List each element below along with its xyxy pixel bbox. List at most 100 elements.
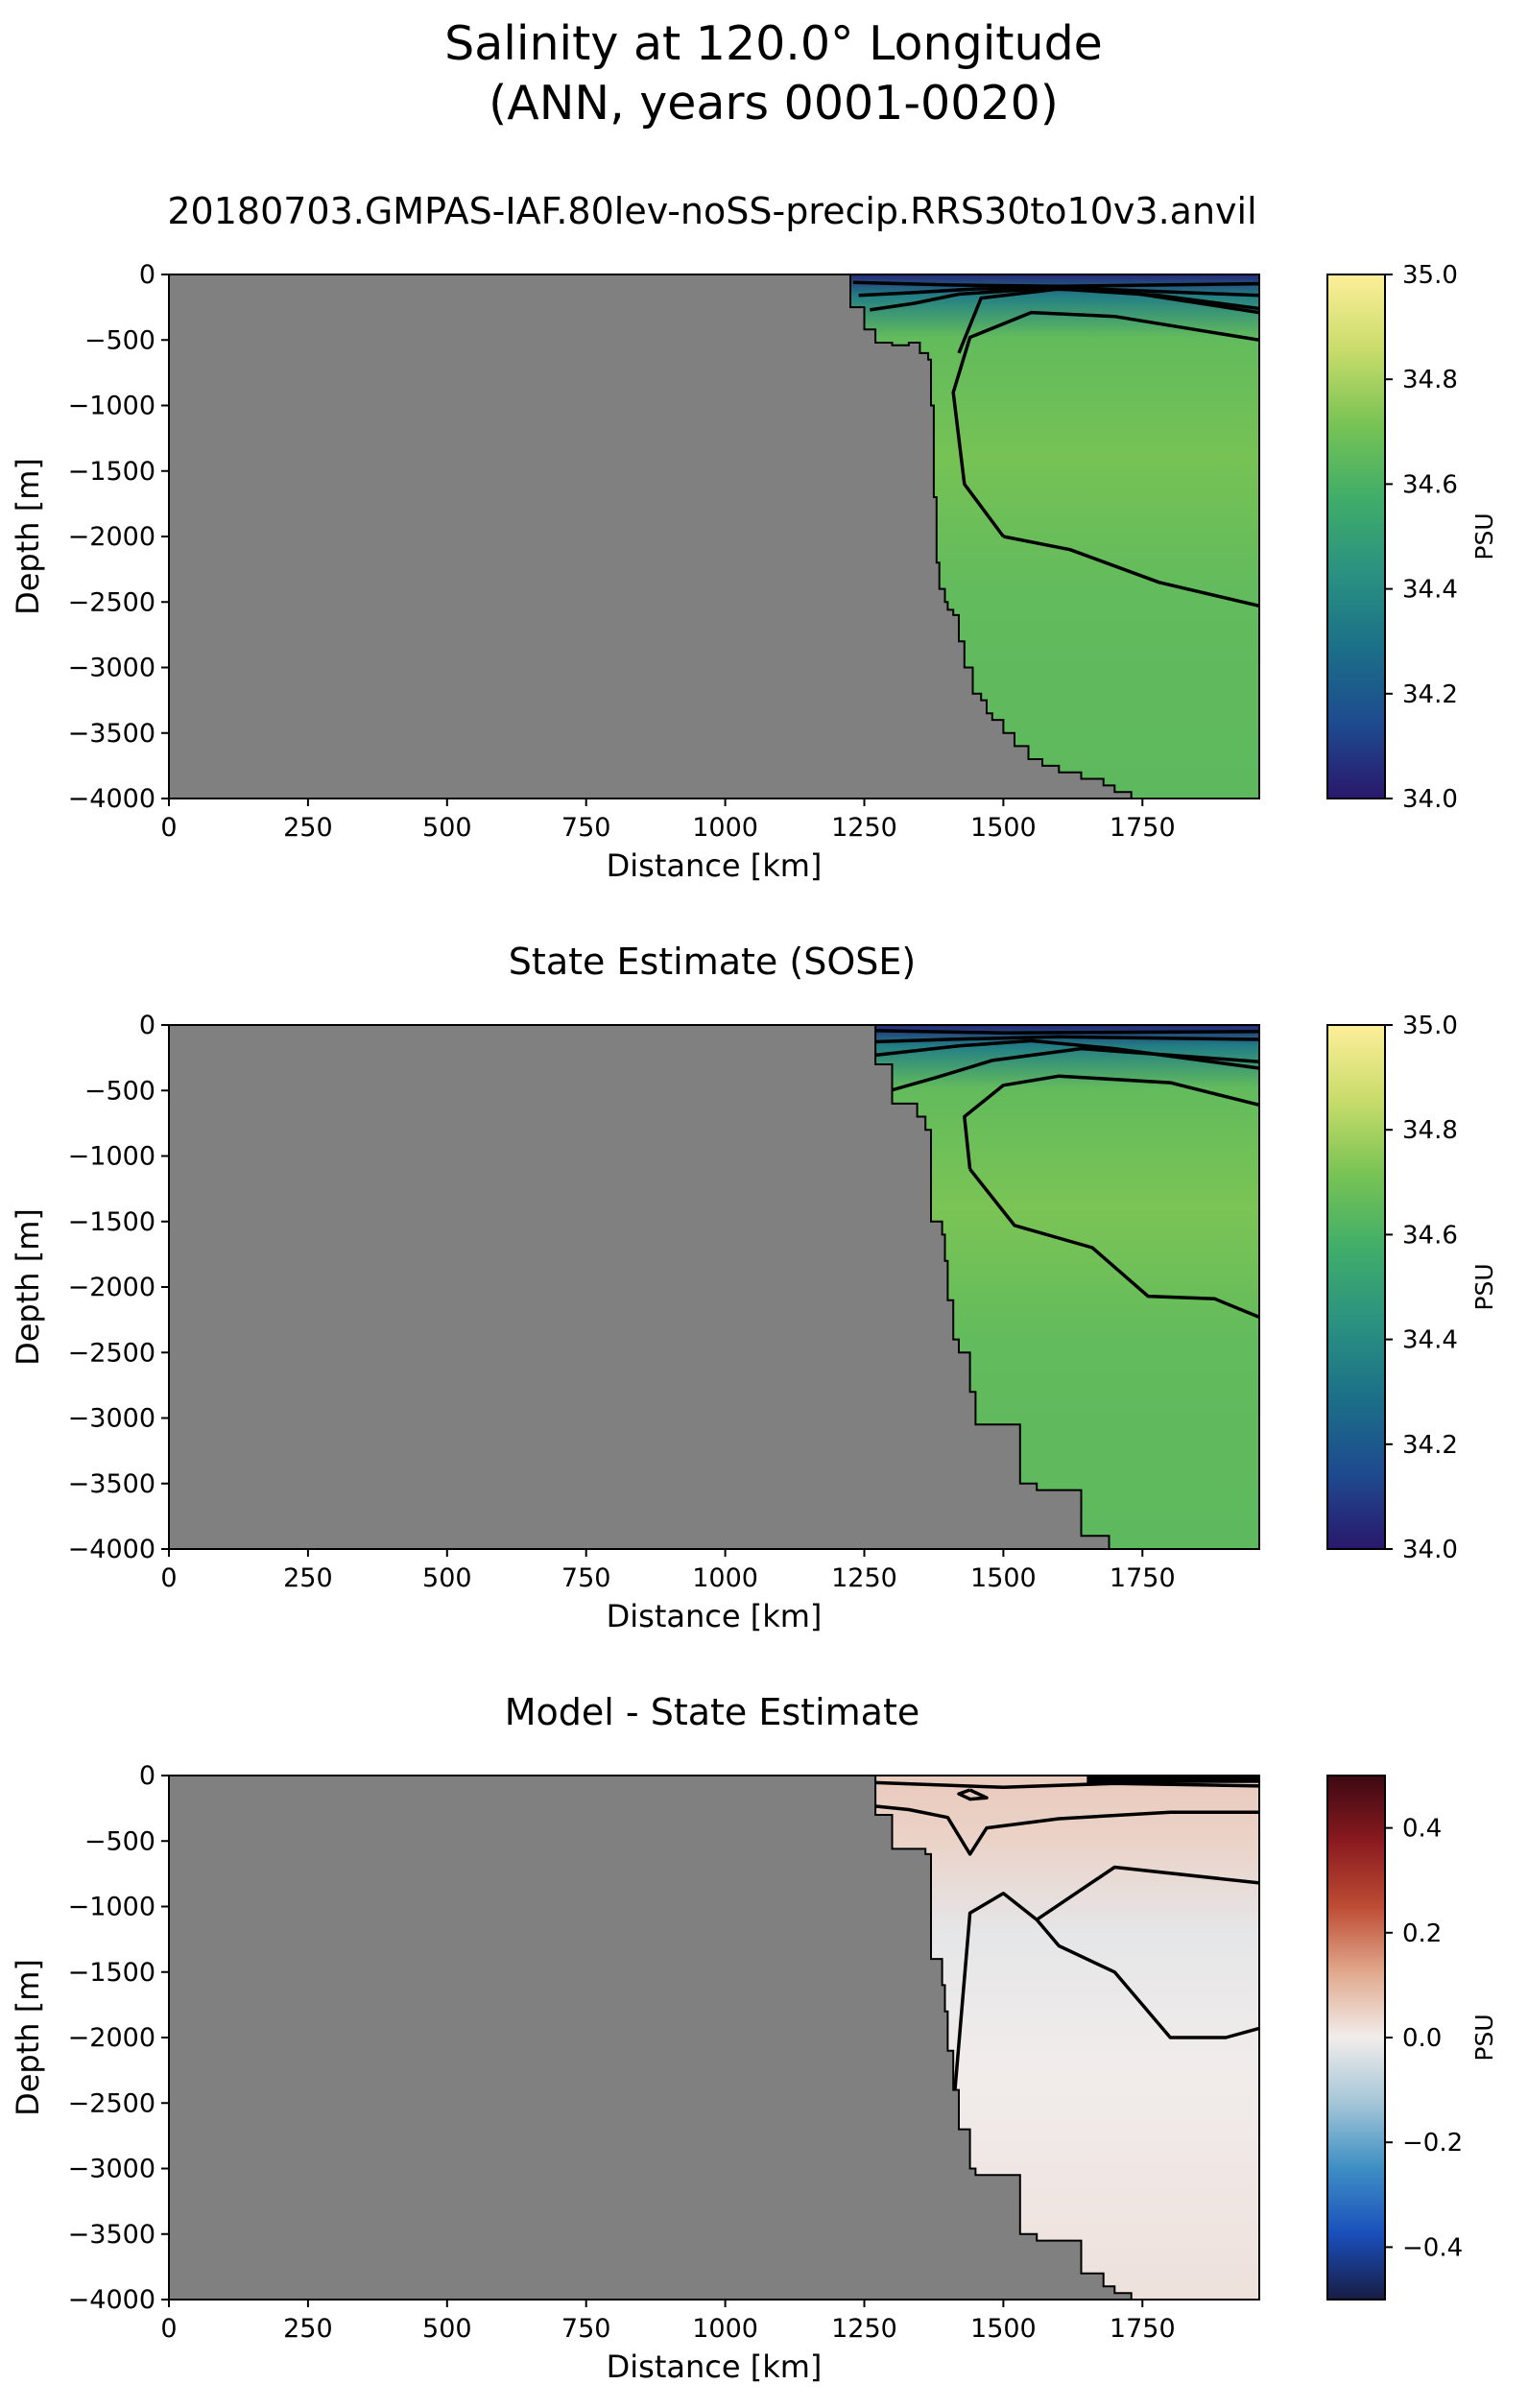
y-tick-label: −2500 xyxy=(68,587,155,617)
y-tick-label: −3500 xyxy=(68,2220,155,2250)
colorbar-tick-label: 34.4 xyxy=(1402,576,1458,605)
x-axis-label: Distance [km] xyxy=(607,2348,823,2385)
contour-line xyxy=(870,1803,1259,1856)
x-tick-label: 750 xyxy=(561,1563,611,1593)
panel-title: Model - State Estimate xyxy=(505,1691,919,1733)
contour-line xyxy=(858,1028,1259,1035)
x-tick-label: 1000 xyxy=(692,1563,758,1593)
colorbar-tick-label: 34.6 xyxy=(1402,1221,1458,1250)
panel-title: State Estimate (SOSE) xyxy=(509,941,916,983)
colorbar-tick-label: 34.0 xyxy=(1402,785,1458,814)
y-tick-label: −1500 xyxy=(68,1207,155,1237)
x-tick-label: 500 xyxy=(422,1563,472,1593)
y-tick-label: −2000 xyxy=(68,522,155,552)
colorbar-tick-label: −0.4 xyxy=(1402,2233,1463,2262)
x-tick-label: 250 xyxy=(283,813,333,843)
x-tick-label: 0 xyxy=(160,813,177,843)
land-mask xyxy=(169,274,1259,799)
colorbar-tick-label: 34.2 xyxy=(1402,1431,1458,1460)
y-tick-label: −4000 xyxy=(68,1535,155,1564)
colorbar-tick-label: 35.0 xyxy=(1402,1012,1458,1040)
colorbar-label: PSU xyxy=(1470,1263,1498,1310)
contour-line xyxy=(1003,535,1259,608)
y-axis-label: Depth [m] xyxy=(10,1959,46,2116)
y-tick-label: −3500 xyxy=(68,1469,155,1499)
x-tick-label: 0 xyxy=(160,2314,177,2344)
colorbar-tick-label: 34.4 xyxy=(1402,1326,1458,1355)
x-tick-label: 1500 xyxy=(970,813,1037,843)
y-tick-label: −2500 xyxy=(68,2088,155,2118)
y-tick-label: −2000 xyxy=(68,1273,155,1302)
colorbar xyxy=(1326,274,1386,799)
x-tick-label: 1250 xyxy=(831,2314,897,2344)
x-tick-label: 500 xyxy=(422,2314,472,2344)
x-tick-label: 750 xyxy=(561,2314,611,2344)
panel-title: 20180703.GMPAS-IAF.80lev-noSS-precip.RRS… xyxy=(167,190,1256,232)
y-tick-label: −1000 xyxy=(68,1893,155,1922)
figure-title-line2: (ANN, years 0001-0020) xyxy=(489,76,1059,131)
y-tick-label: −3500 xyxy=(68,719,155,749)
colorbar-tick-label: 0.2 xyxy=(1402,1919,1442,1948)
panel-model: 20180703.GMPAS-IAF.80lev-noSS-precip.RRS… xyxy=(10,190,1498,884)
colorbar-tick-label: 34.8 xyxy=(1402,366,1458,394)
y-tick-label: −3000 xyxy=(68,2155,155,2184)
colorbar-tick-label: 0.0 xyxy=(1402,2024,1442,2053)
y-tick-label: −4000 xyxy=(68,2285,155,2315)
contour-line xyxy=(880,1046,1259,1095)
y-tick-label: 0 xyxy=(139,1011,155,1040)
x-tick-label: 1500 xyxy=(970,2314,1037,2344)
contour-line xyxy=(858,1780,1259,1790)
x-axis-label: Distance [km] xyxy=(607,1598,823,1634)
y-tick-label: −1500 xyxy=(68,457,155,487)
y-tick-label: −4000 xyxy=(68,784,155,814)
plot-area xyxy=(169,1025,1259,1549)
colorbar xyxy=(1326,1024,1386,1550)
colorbar-label: PSU xyxy=(1470,2014,1498,2061)
x-tick-label: 1500 xyxy=(970,1563,1037,1593)
y-axis-label: Depth [m] xyxy=(10,1208,46,1366)
panel-state-estimate: State Estimate (SOSE) 0 250 500 750 1000 1250… xyxy=(10,941,1498,1634)
figure-title-line1: Salinity at 120.0° Longitude xyxy=(444,16,1103,71)
x-tick-label: 1750 xyxy=(1110,813,1176,843)
contour-line xyxy=(957,287,1259,354)
y-tick-label: −500 xyxy=(84,325,155,355)
colorbar-tick-label: 0.4 xyxy=(1402,1815,1442,1844)
colorbar-label: PSU xyxy=(1470,513,1498,560)
y-tick-label: −2500 xyxy=(68,1338,155,1368)
y-tick-label: 0 xyxy=(139,260,155,290)
y-tick-label: −1000 xyxy=(68,1142,155,1172)
contour-line xyxy=(968,1168,1259,1320)
y-tick-label: −2000 xyxy=(68,2023,155,2053)
colorbar-tick-label: 34.0 xyxy=(1402,1536,1458,1564)
land-mask xyxy=(169,1776,1259,2300)
land-mask xyxy=(169,1025,1259,1549)
y-axis-label: Depth [m] xyxy=(10,458,46,615)
plot-area xyxy=(169,1776,1259,2300)
contour-line xyxy=(858,285,1259,298)
x-tick-label: 750 xyxy=(561,813,611,843)
contour-line xyxy=(957,1788,989,1801)
colorbar-tick-label: 34.8 xyxy=(1402,1116,1458,1145)
x-tick-label: 500 xyxy=(422,813,472,843)
x-tick-label: 1250 xyxy=(831,1563,897,1593)
contour-line xyxy=(867,1035,1259,1044)
x-tick-label: 1000 xyxy=(692,813,758,843)
y-tick-label: −1500 xyxy=(68,1958,155,1988)
panel-difference: Model - State Estimate 0 250 500 750 1000 125… xyxy=(10,1691,1498,2385)
x-tick-label: 250 xyxy=(283,1563,333,1593)
colorbar-tick-label: −0.2 xyxy=(1402,2129,1463,2158)
contour-line xyxy=(963,1074,1259,1170)
x-tick-label: 1750 xyxy=(1110,2314,1176,2344)
x-axis-label: Distance [km] xyxy=(607,847,823,884)
x-tick-label: 1000 xyxy=(692,2314,758,2344)
x-tick-label: 1750 xyxy=(1110,1563,1176,1593)
contour-line xyxy=(852,280,1259,289)
y-tick-label: −3000 xyxy=(68,654,155,683)
x-tick-label: 250 xyxy=(283,2314,333,2344)
colorbar xyxy=(1326,1775,1386,2301)
x-tick-label: 1250 xyxy=(831,813,897,843)
colorbar-tick-label: 34.6 xyxy=(1402,470,1458,499)
x-tick-label: 0 xyxy=(160,1563,177,1593)
y-tick-label: −500 xyxy=(84,1076,155,1106)
